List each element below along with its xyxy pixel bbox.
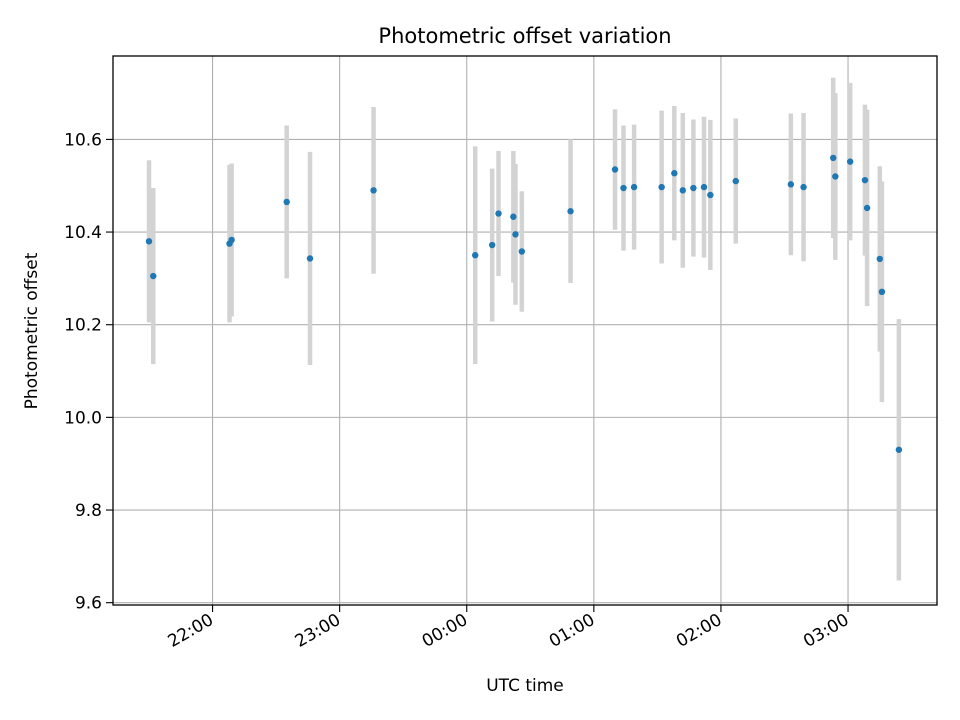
data-point <box>707 191 714 199</box>
data-point <box>846 158 854 165</box>
tick-layer: 22:00 23:00 00:00 01:00 02:00 03:009.69.810.0… <box>64 130 852 651</box>
chart-title: Photometric offset variation <box>378 24 671 48</box>
y-tick-label: 10.6 <box>64 130 102 150</box>
data-point <box>150 272 157 280</box>
data-point <box>658 183 665 191</box>
plot-frame <box>112 55 938 606</box>
x-axis-title: UTC time <box>486 676 564 696</box>
data-point <box>700 183 708 191</box>
data-point <box>567 208 574 215</box>
data-point <box>370 187 377 194</box>
data-point <box>800 183 807 191</box>
data-point <box>679 187 687 194</box>
y-tick-label: 10.4 <box>64 223 102 243</box>
data-point <box>787 181 795 188</box>
data-point <box>620 184 627 192</box>
data-point <box>832 173 839 180</box>
data-point <box>878 288 886 296</box>
data-point <box>472 252 479 259</box>
data-point <box>611 166 619 173</box>
data-point <box>861 176 869 184</box>
data-point <box>876 255 884 263</box>
data-point <box>145 238 153 245</box>
data-point <box>863 204 871 212</box>
y-tick-label: 10.0 <box>64 408 102 428</box>
data-point <box>630 183 638 191</box>
data-point <box>488 241 496 249</box>
y-tick-label: 10.2 <box>64 316 102 336</box>
y-tick-label: 9.8 <box>75 501 102 521</box>
data-point <box>512 231 519 238</box>
data-point <box>518 248 526 255</box>
data-point <box>830 154 837 162</box>
data-point <box>495 210 502 217</box>
y-axis-title: Photometric offset <box>22 252 42 409</box>
point-layer <box>145 154 903 453</box>
data-point <box>306 255 314 262</box>
y-tick-label: 9.6 <box>75 594 102 614</box>
data-point <box>895 446 903 453</box>
data-point <box>732 177 739 185</box>
data-point <box>228 236 235 244</box>
data-point <box>283 198 290 206</box>
data-point <box>671 170 678 177</box>
data-point <box>690 184 697 192</box>
data-point <box>510 213 517 220</box>
